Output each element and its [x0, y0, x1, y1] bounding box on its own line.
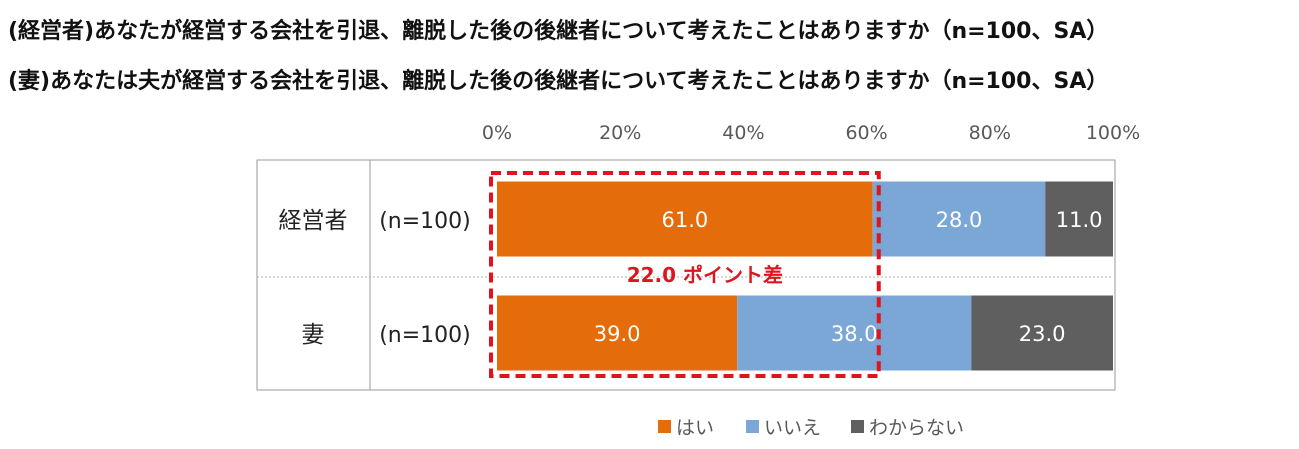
- bar-value-label: 28.0: [936, 208, 983, 232]
- legend-label: はい: [676, 417, 714, 439]
- chart-frame: [256, 159, 1116, 391]
- bar-value-label: 38.0: [831, 322, 878, 346]
- x-tick-label: 60%: [845, 122, 887, 144]
- legend-swatch: [746, 420, 759, 433]
- sample-size-label: (n=100): [379, 209, 471, 234]
- x-tick-label: 40%: [722, 122, 764, 144]
- bar-value-label: 23.0: [1019, 322, 1066, 346]
- difference-highlight-box: [489, 171, 881, 378]
- category-label: 妻: [302, 322, 325, 348]
- legend-swatch: [851, 420, 864, 433]
- bar-segment: [497, 181, 873, 257]
- bar-value-label: 61.0: [661, 208, 708, 232]
- bar-segment: [872, 181, 1046, 257]
- difference-annotation: 22.0 ポイント差: [627, 263, 783, 287]
- chart-title-1: (経営者)あなたが経営する会社を引退、離脱した後の後継者について考えたことはあり…: [8, 19, 1109, 44]
- bar-segment: [737, 295, 972, 371]
- bar-value-label: 39.0: [594, 322, 641, 346]
- category-label: 経営者: [279, 208, 348, 234]
- legend-swatch: [658, 420, 671, 433]
- x-tick-label: 0%: [482, 122, 512, 144]
- x-tick-label: 20%: [599, 122, 641, 144]
- bar-value-label: 11.0: [1056, 208, 1103, 232]
- bar-segment: [971, 295, 1113, 371]
- x-tick-label: 100%: [1086, 122, 1140, 144]
- bar-segment: [497, 295, 738, 371]
- sample-size-label: (n=100): [379, 323, 471, 348]
- chart-title-2: (妻)あなたは夫が経営する会社を引退、離脱した後の後継者について考えたことはあり…: [8, 69, 1109, 94]
- bar-segment: [1045, 181, 1113, 257]
- legend-label: わからない: [869, 417, 964, 439]
- legend-label: いいえ: [764, 417, 821, 439]
- x-tick-label: 80%: [969, 122, 1011, 144]
